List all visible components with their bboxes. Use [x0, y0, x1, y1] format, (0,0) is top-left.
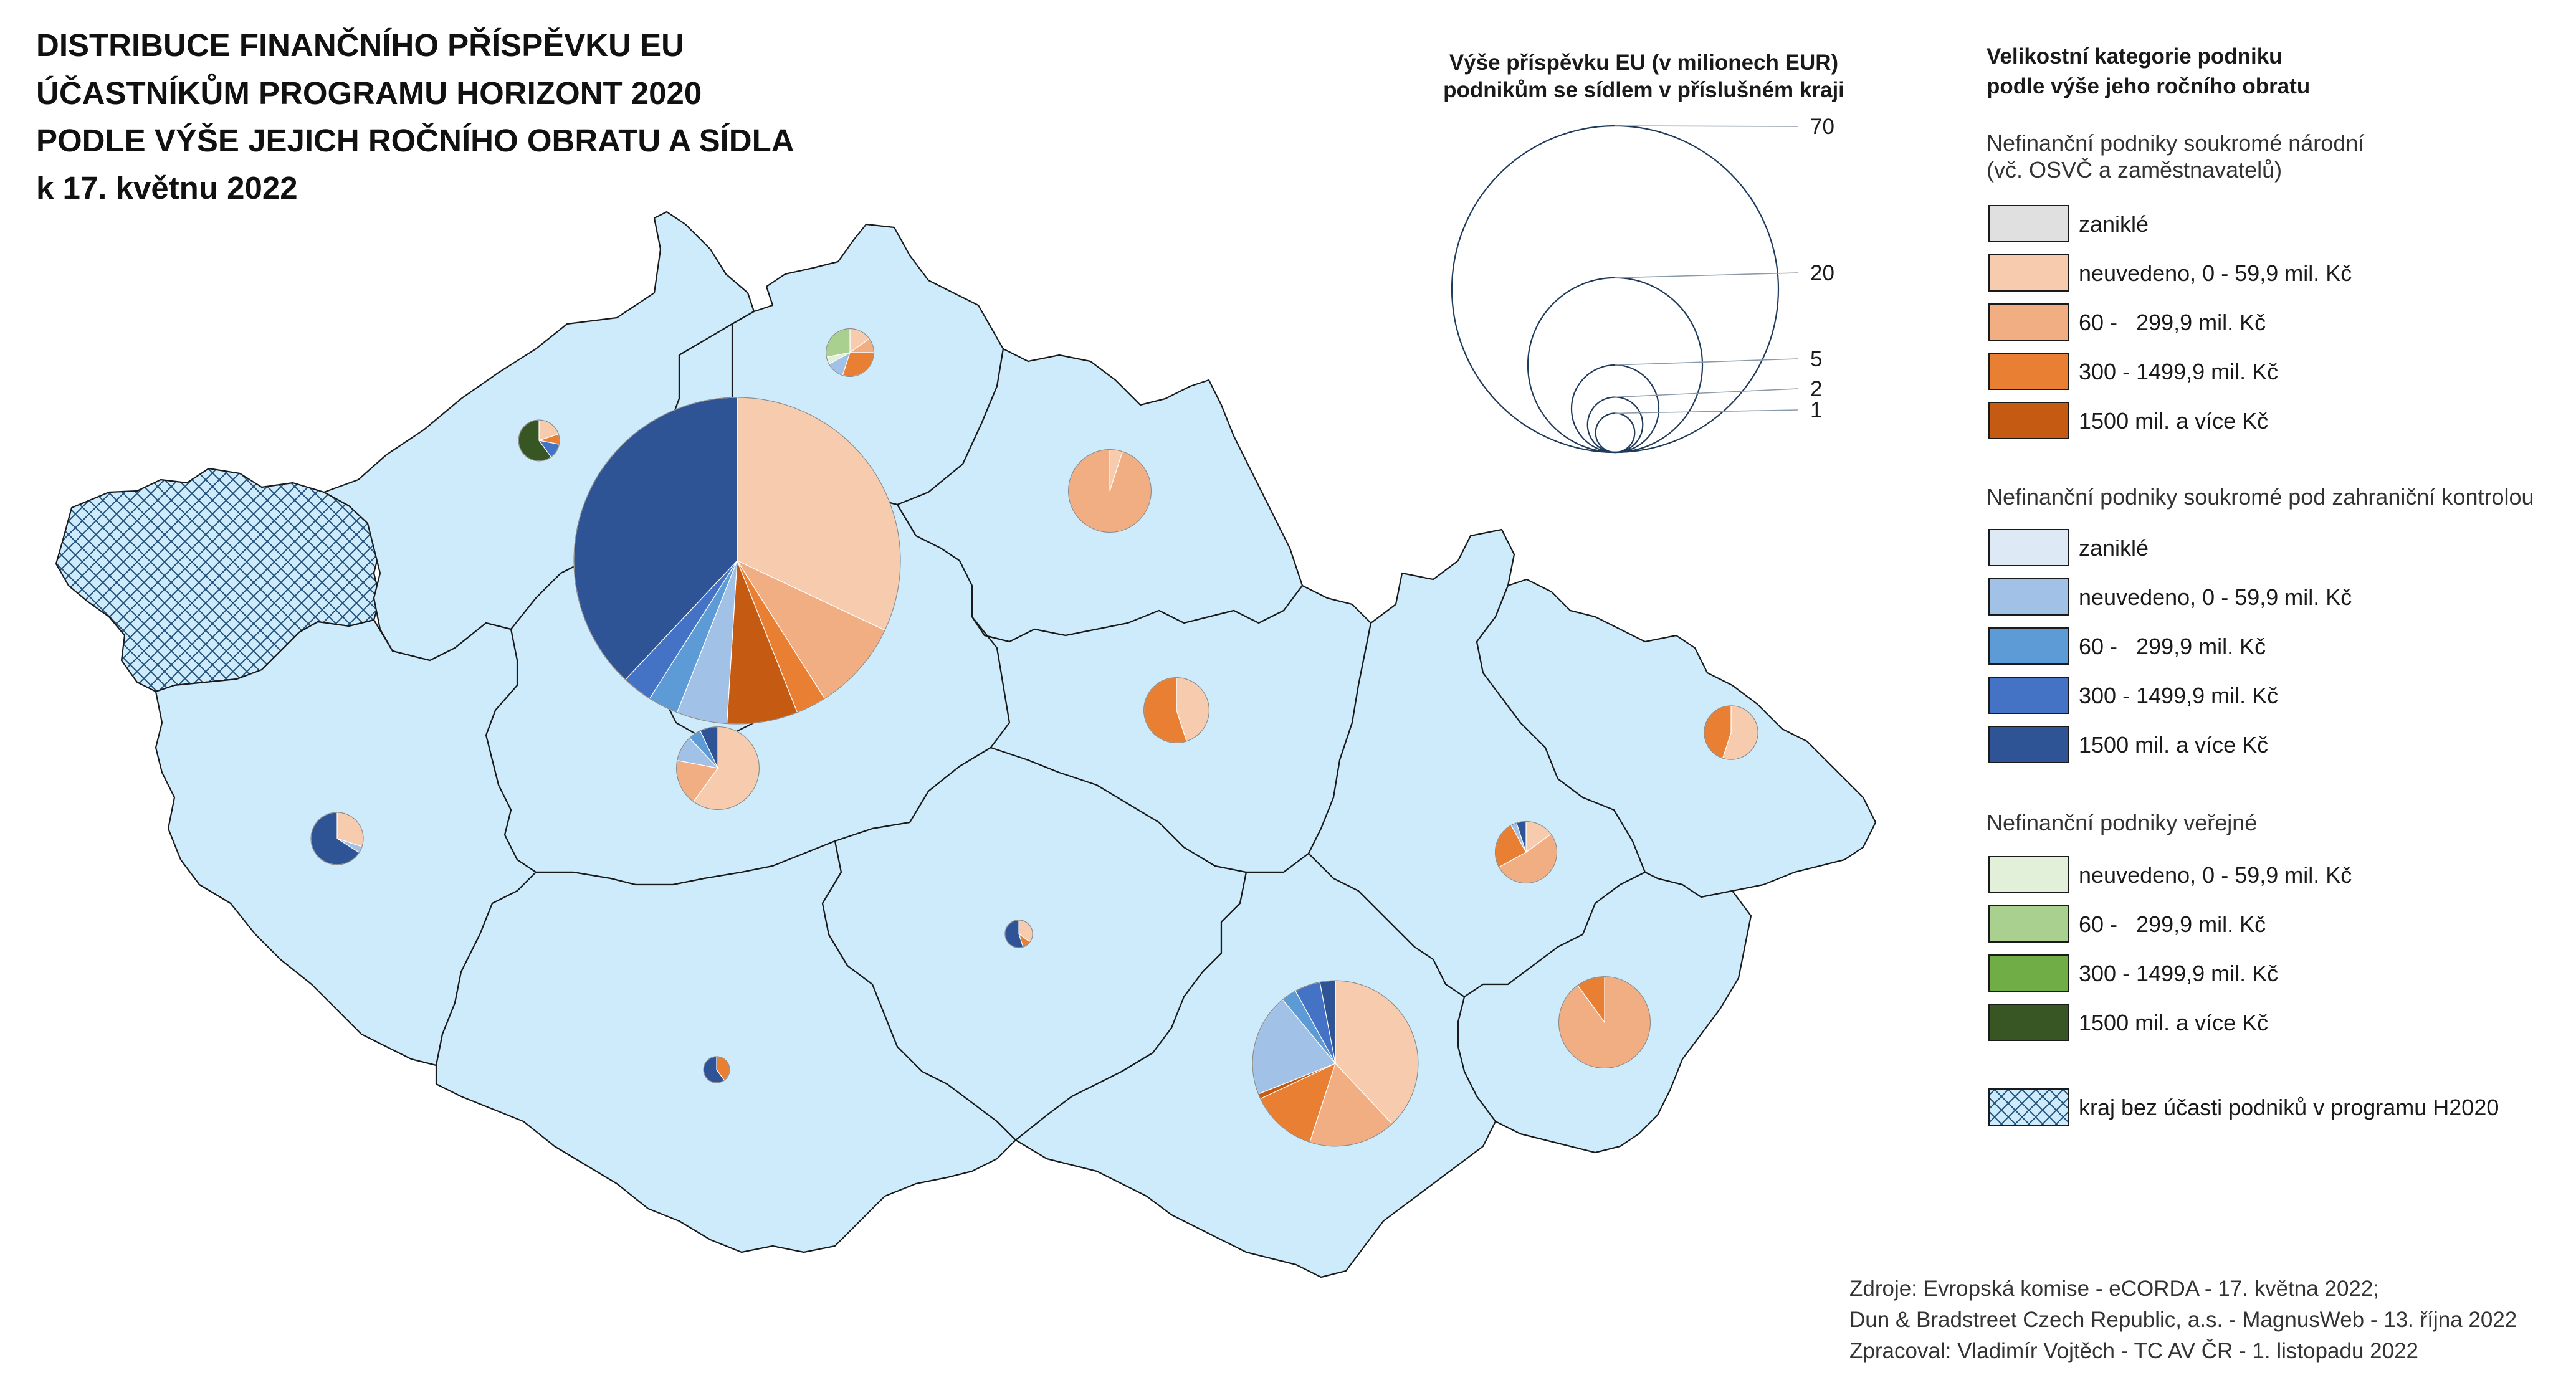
legend-group-3-items: neuvedeno, 0 - 59,9 mil. Kč 60 - 299,9 mi… — [1988, 856, 2352, 1041]
legend-swatch — [1988, 303, 2069, 341]
pie-liberecký — [826, 328, 874, 377]
title-line-4: k 17. květnu 2022 — [36, 170, 298, 206]
pie-outline — [1558, 976, 1651, 1069]
pie-outline — [703, 1056, 730, 1083]
size-label-2: 2 — [1810, 377, 1822, 401]
legend-label: 60 - 299,9 mil. Kč — [2079, 911, 2266, 937]
source-line-3: Zpracoval: Vladimír Vojtěch - TC AV ČR -… — [1849, 1339, 2418, 1363]
sources: Zdroje: Evropská komise - eCORDA - 17. k… — [1849, 1277, 2517, 1363]
legend-swatch — [1988, 627, 2069, 665]
pie-slice-nat_60 — [1068, 449, 1152, 533]
source-line-1: Zdroje: Evropská komise - eCORDA - 17. k… — [1849, 1277, 2379, 1301]
legend-swatch — [1988, 402, 2069, 439]
legend-label: neuvedeno, 0 - 59,9 mil. Kč — [2079, 862, 2352, 888]
legend-swatch — [1988, 529, 2069, 566]
legend-swatch — [1988, 353, 2069, 390]
size-label-20: 20 — [1810, 261, 1834, 285]
legend-swatch — [1988, 726, 2069, 763]
title-line-1: DISTRIBUCE FINANČNÍHO PŘÍSPĚVKU EU — [36, 27, 684, 63]
legend-group-1-name-2: (vč. OSVČ a zaměstnavatelů) — [1987, 157, 2282, 183]
size-leader-1 — [1615, 409, 1798, 414]
region-moravskoslezsky — [1476, 578, 1877, 898]
pie-ústecký — [518, 419, 560, 462]
legend-swatch — [1988, 677, 2069, 714]
legend-label: zaniklé — [2079, 211, 2149, 237]
pie-vysočina — [1004, 920, 1033, 948]
pie-olomoucký — [1494, 820, 1558, 884]
size-circle-5 — [1570, 364, 1660, 454]
legend-title-2: podle výše jeho ročního obratu — [1987, 74, 2310, 98]
regions — [55, 211, 1877, 1278]
pie-outline — [826, 328, 874, 377]
legend-group-3-name: Nefinanční podniky veřejné — [1987, 810, 2257, 835]
legend-swatch — [1988, 205, 2069, 242]
legend-label: 300 - 1499,9 mil. Kč — [2079, 359, 2278, 384]
legend-label: zaniklé — [2079, 535, 2149, 561]
legend-swatch — [1988, 905, 2069, 943]
pie-jihomoravský — [1252, 980, 1419, 1147]
legend-swatch — [1988, 254, 2069, 292]
legend-title-1: Velikostní kategorie podniku — [1987, 44, 2283, 69]
pie-zlínský — [1558, 976, 1651, 1069]
legend-group-2-items: zaniklé neuvedeno, 0 - 59,9 mil. Kč 60 - 2… — [1988, 529, 2352, 763]
pie-jihočeský — [703, 1056, 730, 1083]
pie-moravskoslezský — [1704, 705, 1758, 760]
size-legend-circles: 70 20 5 21 — [1451, 115, 1834, 454]
pie-outline — [1704, 705, 1758, 760]
title-line-2: ÚČASTNÍKŮM PROGRAMU HORIZONT 2020 — [36, 72, 702, 111]
pie-outline — [675, 726, 760, 811]
pie-outline — [518, 419, 560, 462]
size-leader-20 — [1615, 272, 1798, 278]
title-line-3: PODLE VÝŠE JEJICH ROČNÍHO OBRATU A SÍDLA — [36, 122, 794, 158]
size-circle-1 — [1595, 412, 1636, 454]
pie-charts — [310, 328, 1758, 1147]
legend-label: 60 - 299,9 mil. Kč — [2079, 634, 2266, 659]
no-participation-swatch — [1988, 1088, 2069, 1126]
size-label-70: 70 — [1810, 115, 1834, 139]
size-legend-title-2: podnikům se sídlem v příslušném kraji — [1443, 78, 1844, 102]
pie-outline — [1143, 677, 1209, 743]
pie-outline — [1067, 449, 1152, 533]
legend-group-2-name: Nefinanční podniky soukromé pod zahranič… — [1987, 484, 2534, 510]
legend-label: 1500 mil. a více Kč — [2079, 408, 2268, 434]
legend-swatch — [1988, 856, 2069, 893]
pie-královéhradecký — [1067, 449, 1152, 533]
legend-swatch — [1988, 578, 2069, 616]
pie-outline — [1252, 980, 1419, 1147]
size-leader-5 — [1615, 358, 1798, 366]
pie-outline — [1494, 820, 1558, 884]
legend-swatch — [1988, 1004, 2069, 1041]
region-jihocesky — [435, 840, 1017, 1253]
legend-label: neuvedeno, 0 - 59,9 mil. Kč — [2079, 260, 2352, 286]
map-title: DISTRIBUCE FINANČNÍHO PŘÍSPĚVKU EU ÚČAST… — [36, 27, 794, 206]
legend-label: 1500 mil. a více Kč — [2079, 1010, 2268, 1035]
size-legend-title-1: Výše příspěvku EU (v milionech EUR) — [1449, 50, 1838, 75]
size-legend: Výše příspěvku EU (v milionech EUR) podn… — [1443, 50, 1844, 454]
legend-label: 300 - 1499,9 mil. Kč — [2079, 961, 2278, 986]
pie-outline — [573, 397, 901, 725]
category-legend: Velikostní kategorie podniku podle výše … — [1987, 44, 2534, 1126]
legend-label: 60 - 299,9 mil. Kč — [2079, 310, 2266, 335]
pie-středočeský — [675, 726, 760, 811]
size-label-1: 1 — [1810, 398, 1822, 422]
legend-label: 1500 mil. a více Kč — [2079, 732, 2268, 758]
legend-swatch — [1988, 954, 2069, 992]
legend-label: 300 - 1499,9 mil. Kč — [2079, 683, 2278, 708]
legend-group-1-items: zaniklé neuvedeno, 0 - 59,9 mil. Kč 60 - 2… — [1988, 205, 2352, 439]
size-label-5: 5 — [1810, 347, 1822, 371]
size-circle-70 — [1451, 125, 1780, 454]
source-line-2: Dun & Bradstreet Czech Republic, a.s. - … — [1849, 1308, 2517, 1332]
pie-praha — [573, 397, 901, 725]
pie-pardubický — [1143, 677, 1210, 743]
pie-plzeňský — [310, 812, 364, 865]
pie-outline — [310, 812, 364, 865]
legend-label: neuvedeno, 0 - 59,9 mil. Kč — [2079, 584, 2352, 610]
legend-group-1-name-1: Nefinanční podniky soukromé národní — [1987, 130, 2364, 156]
size-leader-2 — [1615, 388, 1798, 398]
pie-outline — [1004, 920, 1033, 948]
no-participation-label: kraj bez účasti podniků v programu H2020 — [2079, 1095, 2499, 1120]
size-circle-2 — [1586, 396, 1644, 454]
